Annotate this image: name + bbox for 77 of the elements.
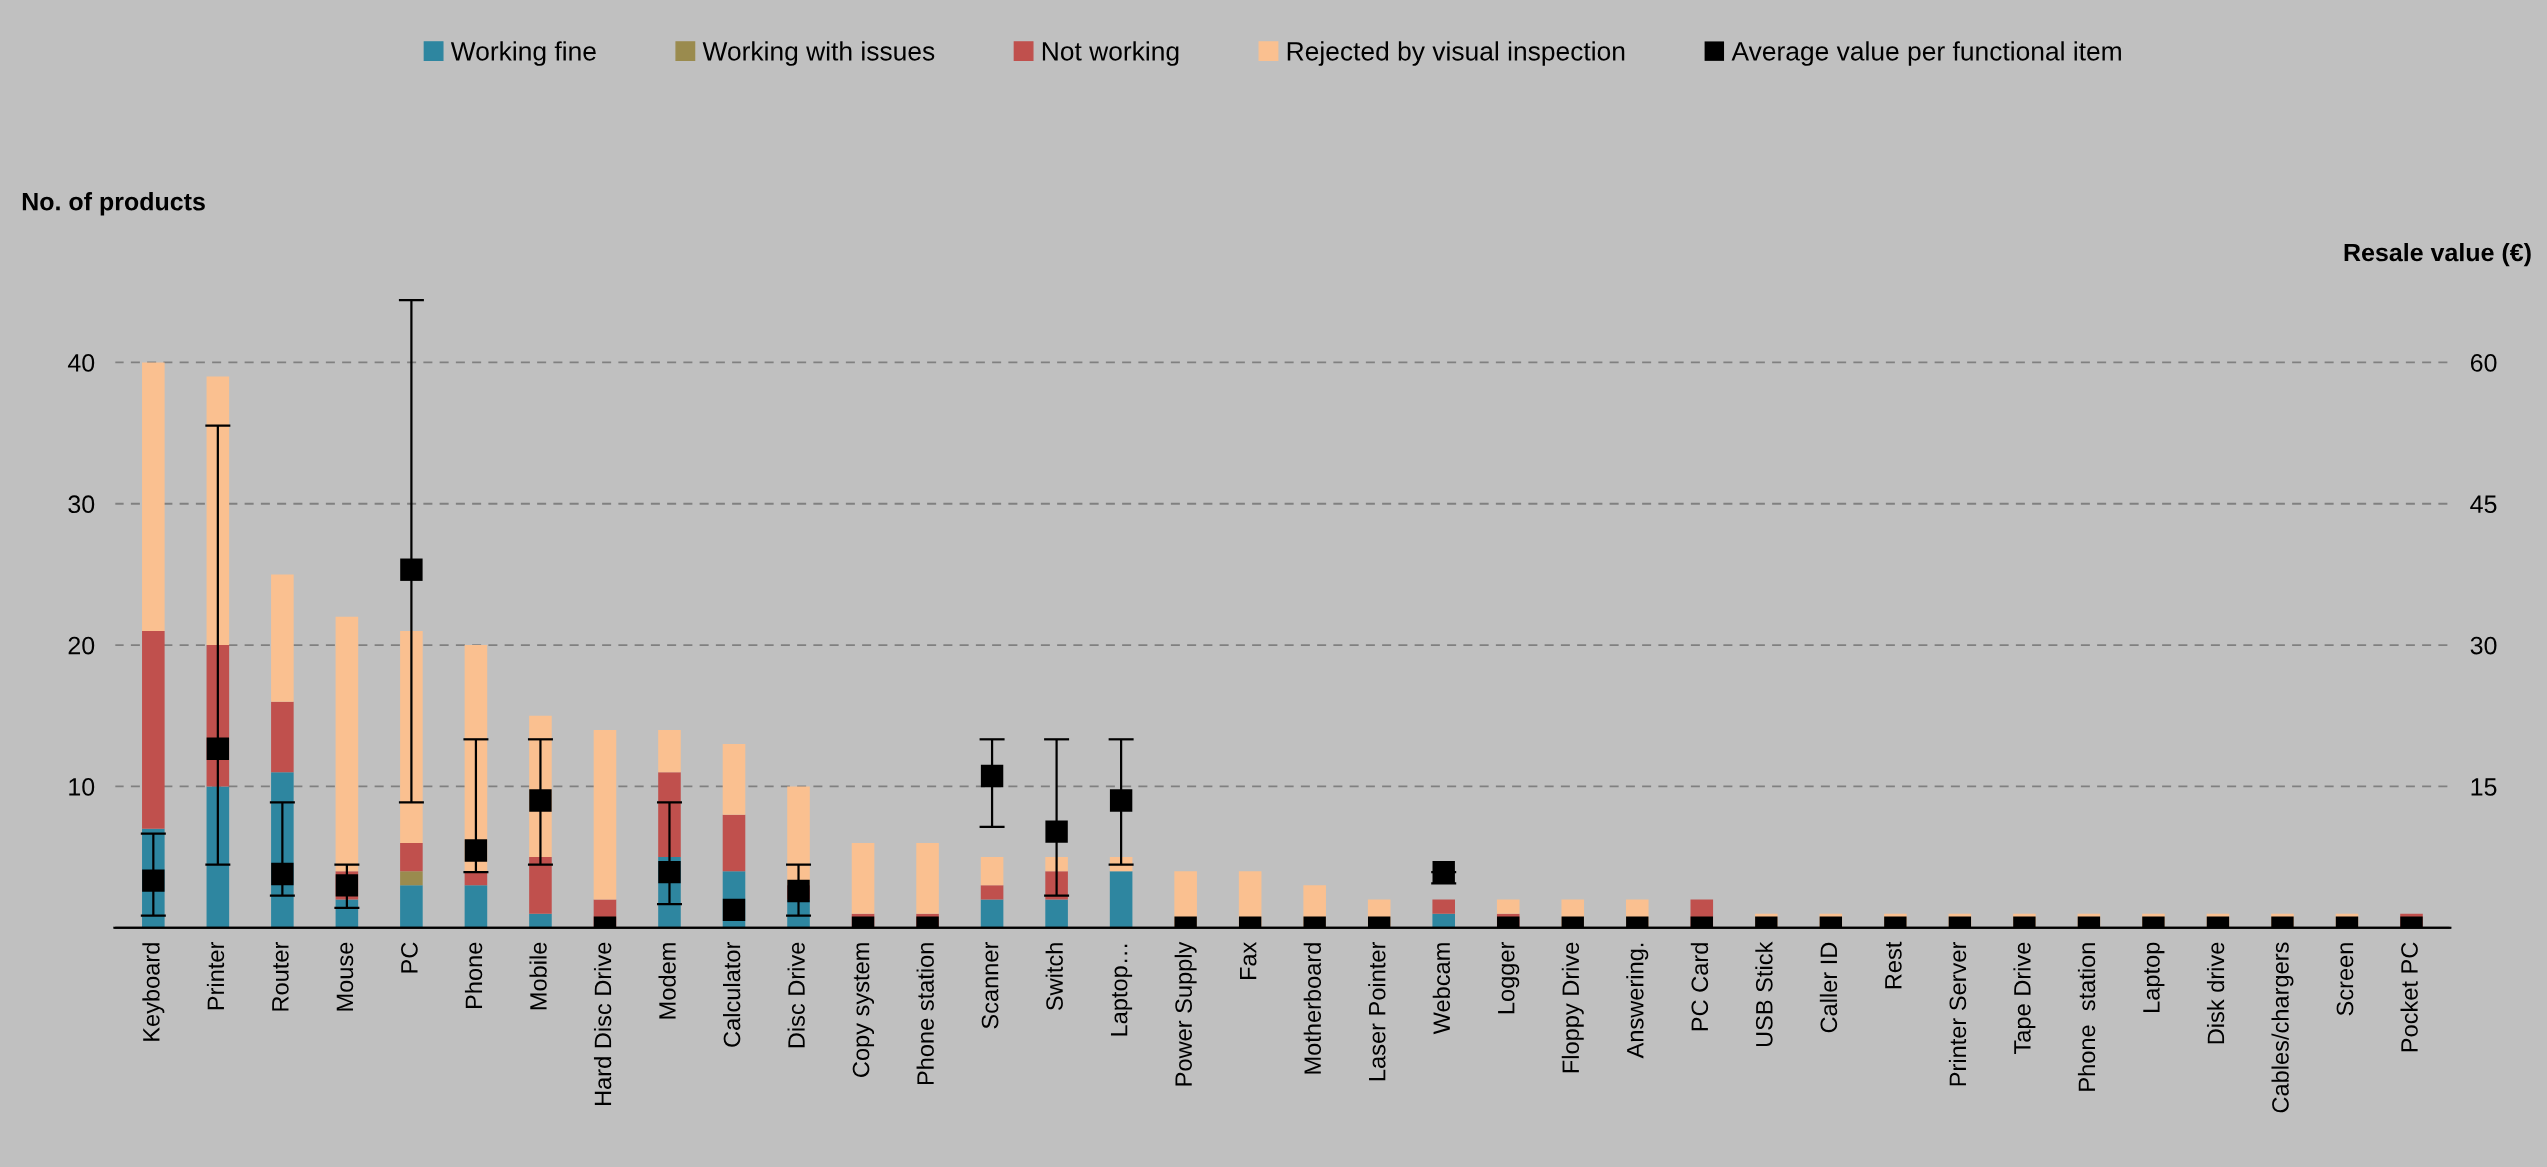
- x-tick-label: Scanner: [981, 942, 999, 1029]
- bar: [529, 913, 552, 928]
- y2-tick-label: 15: [2471, 778, 2497, 796]
- x-tick-label: Caller ID: [1819, 942, 1838, 1033]
- y2-tick-label: 60: [2470, 354, 2497, 372]
- x-tick-label: Switch: [1045, 943, 1063, 1011]
- x-tick-label: Disk drive: [2206, 942, 2225, 1044]
- x-tick-label: Phone station: [2077, 943, 2096, 1091]
- y2-tick-label: 30: [2470, 636, 2497, 655]
- bar: [1109, 871, 1133, 928]
- x-tick-label: Screen: [2336, 943, 2354, 1016]
- x-tick-label: Logger: [1498, 942, 1520, 1014]
- x-tick-label: Answering.: [1626, 943, 1649, 1059]
- x-tick-label: Phone station: [916, 943, 934, 1085]
- bar: [335, 616, 359, 872]
- x-tick-label: Laptop: [2143, 942, 2165, 1012]
- bar: [142, 362, 165, 631]
- legend-label: Average value per functional item: [1731, 41, 2121, 66]
- x-tick-label: Router: [272, 942, 289, 1011]
- bar: [142, 630, 165, 829]
- bar: [400, 885, 423, 928]
- bar: [851, 842, 875, 914]
- bar: [400, 871, 423, 886]
- x-tick-label: USB Stick: [1755, 941, 1773, 1047]
- bar: [593, 729, 617, 900]
- x-tick-label: Mobile: [529, 942, 547, 1010]
- x-tick-label: Phone: [464, 942, 483, 1008]
- x-tick-label: Printer Server: [1948, 942, 1967, 1086]
- legend-label: Not working: [1042, 41, 1179, 66]
- x-tick-label: Keyboard: [142, 943, 165, 1041]
- bar: [529, 857, 552, 914]
- x-tick-label: Rest: [1885, 941, 1902, 989]
- bar: [206, 786, 230, 928]
- bar: [464, 885, 488, 928]
- bar: [400, 842, 423, 872]
- legend-label: Working fine: [450, 41, 596, 66]
- x-tick-label: Laptop…: [1110, 944, 1133, 1036]
- x-tick-label: Pocket PC: [2400, 942, 2418, 1052]
- bar: [722, 814, 746, 872]
- bar: [980, 899, 1004, 928]
- bar: [916, 842, 939, 914]
- y-tick-label: 20: [68, 636, 95, 655]
- y-tick-label: 10: [69, 778, 95, 796]
- legend-label: Working with issues: [702, 41, 935, 66]
- y-axis-title: No. of products: [22, 192, 205, 216]
- bar: [271, 574, 294, 702]
- x-tick-label: Disc Drive: [787, 942, 805, 1048]
- x-tick-label: Floppy Drive: [1561, 942, 1584, 1073]
- bar: [1496, 899, 1520, 914]
- x-tick-label: Motherboard: [1303, 943, 1322, 1074]
- x-tick-label: PC Card: [1690, 943, 1709, 1031]
- y2-axis-title: Resale value (€): [2344, 243, 2531, 267]
- x-tick-label: Mouse: [336, 942, 354, 1011]
- x-tick-label: Power Supply: [1174, 941, 1197, 1086]
- bar: [271, 701, 294, 773]
- x-tick-label: Copy system: [852, 943, 875, 1077]
- bar: [980, 857, 1004, 886]
- bar: [980, 885, 1004, 900]
- y-tick-label: 30: [68, 495, 95, 514]
- x-tick-label: Modem: [658, 943, 676, 1019]
- x-tick-label: Webcam: [1432, 943, 1451, 1035]
- x-tick-label: Calculator: [723, 942, 741, 1047]
- y2-tick-label: 45: [2470, 495, 2497, 514]
- x-tick-label: Fax: [1240, 941, 1257, 980]
- x-tick-label: Printer: [206, 942, 225, 1010]
- bar: [722, 744, 746, 815]
- bar: [1432, 899, 1455, 914]
- x-tick-label: Cables/chargers: [2271, 942, 2294, 1113]
- bar: [658, 729, 681, 773]
- x-tick-label: PC: [401, 942, 418, 973]
- x-tick-label: Tape Drive: [2013, 942, 2036, 1054]
- y-tick-label: 40: [67, 354, 95, 372]
- legend-label: Rejected by visual inspection: [1287, 41, 1625, 66]
- x-tick-label: Laser Pointer: [1368, 942, 1386, 1081]
- bar: [1045, 899, 1068, 928]
- x-tick-label: Hard Disc Drive: [593, 942, 612, 1106]
- bar: [1432, 913, 1455, 928]
